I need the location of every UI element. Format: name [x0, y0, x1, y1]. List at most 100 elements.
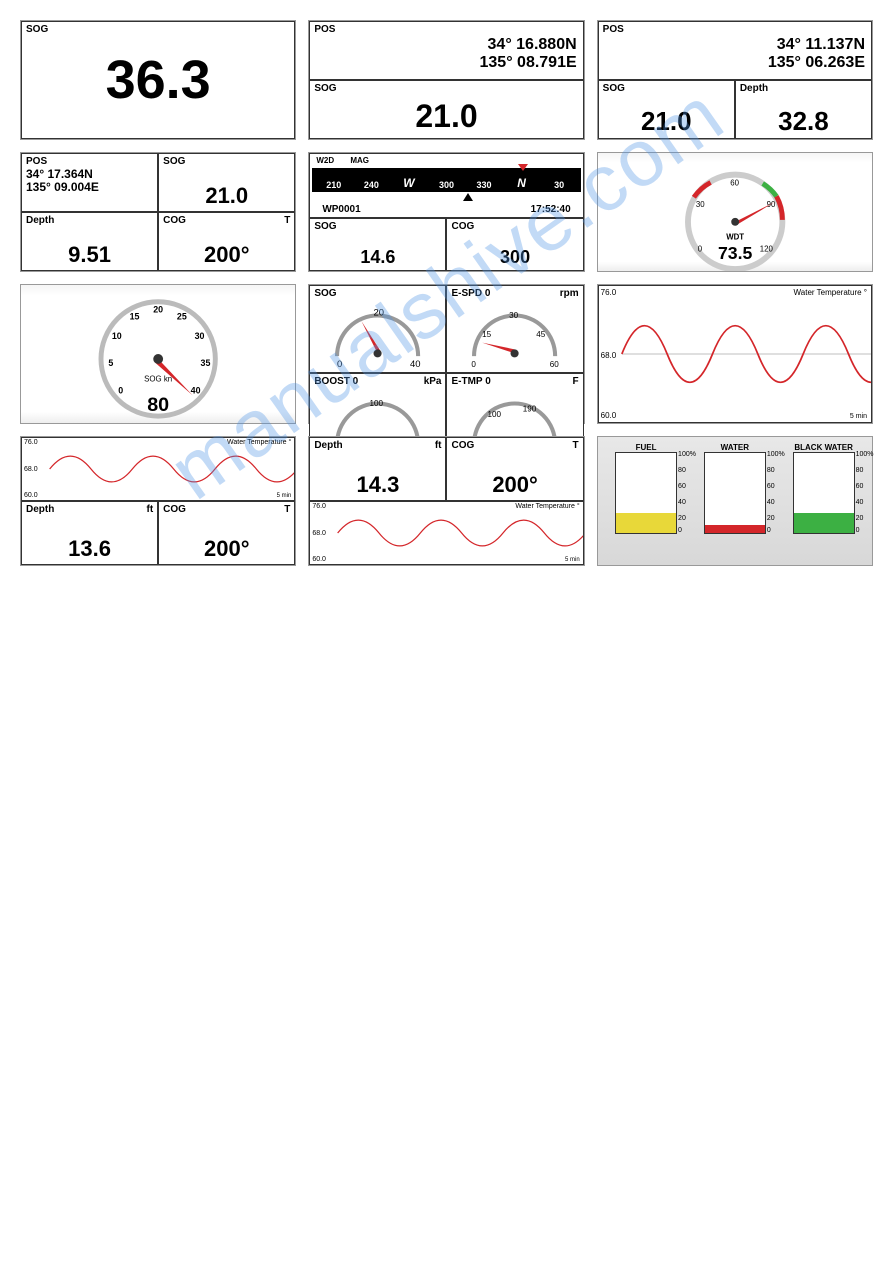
svg-text:60: 60: [730, 178, 739, 187]
svg-text:SOG kn: SOG kn: [144, 375, 172, 384]
tank-blackwater-label: BLACK WATER: [787, 443, 861, 452]
svg-text:20: 20: [153, 305, 163, 315]
svg-text:30: 30: [195, 331, 205, 341]
pos-label: POS: [603, 24, 624, 35]
panel-four-data: POS 34° 17.364N135° 09.004E SOG 21.0 Dep…: [20, 152, 296, 272]
svg-text:40: 40: [191, 385, 201, 395]
svg-text:30: 30: [510, 311, 520, 320]
cog-ref: T: [284, 215, 290, 226]
cog-value: 300: [447, 248, 582, 266]
svg-text:20: 20: [374, 308, 385, 319]
panel-graph-depth-cog: Water Temperature ° 76.0 68.0 60.0 5 min…: [20, 436, 296, 566]
svg-text:100: 100: [370, 399, 384, 408]
sog-label: SOG: [26, 24, 48, 35]
panel-wdt-gauge: 30 60 90 0 120 WDT 73.5: [597, 152, 873, 272]
svg-text:WDT: WDT: [726, 233, 744, 242]
panel-temp-graph: Water Temperature ° 76.0 68.0 60.0 5 min: [597, 284, 873, 424]
svg-text:80: 80: [147, 394, 169, 416]
svg-text:15: 15: [130, 312, 140, 322]
svg-text:100: 100: [488, 410, 502, 419]
pos-coords: 34° 16.880N135° 08.791E: [480, 36, 577, 71]
tank-fuel: 100% 80 60 40 20 0: [615, 452, 677, 534]
panel-pos-sog: POS 34° 16.880N135° 08.791E SOG 21.0: [308, 20, 584, 140]
svg-text:0: 0: [337, 359, 342, 370]
svg-text:5: 5: [108, 358, 113, 368]
svg-text:30: 30: [695, 200, 704, 209]
gauge-boost-unit: kPa: [424, 376, 442, 387]
depth-value: 13.6: [22, 538, 157, 560]
panel-sog-gauge: 0 5 10 15 20 25 30 35 40 SOG kn 80: [20, 284, 296, 424]
cog-value: 200°: [447, 474, 582, 496]
panel-compass: W2D MAG 210 240 W 300 330 N 30 WP0001 17…: [308, 152, 584, 272]
sog-value: 21.0: [310, 100, 582, 132]
svg-text:0: 0: [118, 385, 123, 395]
depth-unit: ft: [435, 440, 442, 451]
wdt-gauge: 30 60 90 0 120 WDT 73.5: [598, 153, 872, 271]
panel-four-gauges: SOG 0 20 40 E-SPD 0 rpm 0 15 30 45 60 BOOST 0 kP…: [308, 284, 584, 424]
sog-value: 21.0: [599, 108, 734, 134]
svg-text:120: 120: [759, 244, 773, 253]
gauge-sog-label: SOG: [314, 288, 336, 299]
sog-value: 36.3: [22, 53, 294, 107]
compass-strip: 210 240 W 300 330 N 30: [312, 168, 580, 192]
cog-ref: T: [284, 504, 290, 515]
svg-text:90: 90: [766, 200, 775, 209]
mag-label: MAG: [350, 156, 369, 165]
cog-label: COG: [163, 215, 186, 226]
cog-ref: T: [573, 440, 579, 451]
cog-value: 200°: [159, 538, 294, 560]
compass-marker-icon: [518, 164, 528, 171]
sog-gauge: 0 5 10 15 20 25 30 35 40 SOG kn 80: [21, 285, 295, 423]
depth-value: 14.3: [310, 474, 445, 496]
temp-wave: [310, 502, 582, 564]
tank-fuel-label: FUEL: [609, 443, 683, 452]
cog-value: 200°: [159, 244, 294, 266]
panel-sog-single: SOG 36.3: [20, 20, 296, 140]
gauge-espd-unit: rpm: [560, 288, 579, 299]
svg-text:45: 45: [537, 330, 547, 339]
gauge-etmp-label: E-TMP 0: [451, 376, 490, 387]
gauge-boost-label: BOOST 0: [314, 376, 358, 387]
svg-text:190: 190: [523, 405, 537, 414]
w2d-label: W2D: [316, 156, 334, 165]
display-grid: SOG 36.3 POS 34° 16.880N135° 08.791E SOG…: [10, 10, 883, 576]
pos-coords: 34° 17.364N135° 09.004E: [26, 168, 99, 194]
depth-unit: ft: [146, 504, 153, 515]
waypoint-label: WP0001: [322, 204, 360, 215]
svg-text:40: 40: [410, 359, 421, 370]
svg-text:0: 0: [472, 360, 477, 369]
panel-depth-cog-graph: Depth ft 14.3 COG T 200° Water Temperatu…: [308, 436, 584, 566]
panel-tanks: FUEL 100% 80 60 40 20 0 WATER 100% 80 60…: [597, 436, 873, 566]
sog-label: SOG: [163, 156, 185, 167]
temp-wave: [22, 438, 294, 500]
svg-text:15: 15: [483, 330, 493, 339]
gauge-espd-label: E-SPD 0: [451, 288, 490, 299]
panel-pos-sog-depth: POS 34° 11.137N135° 06.263E SOG 21.0 Dep…: [597, 20, 873, 140]
sog-value: 21.0: [159, 185, 294, 207]
svg-text:73.5: 73.5: [718, 243, 753, 263]
depth-value: 9.51: [22, 244, 157, 266]
pos-label: POS: [26, 156, 47, 167]
tank-water: 100% 80 60 40 20 0: [704, 452, 766, 534]
cog-label: COG: [451, 221, 474, 232]
temp-sine-wave: [599, 286, 871, 422]
time-label: 17:52:40: [531, 204, 571, 215]
svg-text:25: 25: [177, 312, 187, 322]
depth-label: Depth: [314, 440, 342, 451]
tank-blackwater: 100% 80 60 40 20 0: [793, 452, 855, 534]
sog-label: SOG: [314, 83, 336, 94]
cog-label: COG: [163, 504, 186, 515]
sog-value: 14.6: [310, 248, 445, 266]
sog-label: SOG: [314, 221, 336, 232]
depth-label: Depth: [740, 83, 768, 94]
pos-label: POS: [314, 24, 335, 35]
pos-coords: 34° 11.137N135° 06.263E: [768, 36, 865, 71]
svg-text:35: 35: [201, 358, 211, 368]
svg-text:0: 0: [697, 244, 702, 253]
depth-label: Depth: [26, 504, 54, 515]
svg-text:10: 10: [112, 331, 122, 341]
svg-text:60: 60: [550, 360, 560, 369]
tank-water-label: WATER: [698, 443, 772, 452]
cog-label: COG: [451, 440, 474, 451]
sog-label: SOG: [603, 83, 625, 94]
